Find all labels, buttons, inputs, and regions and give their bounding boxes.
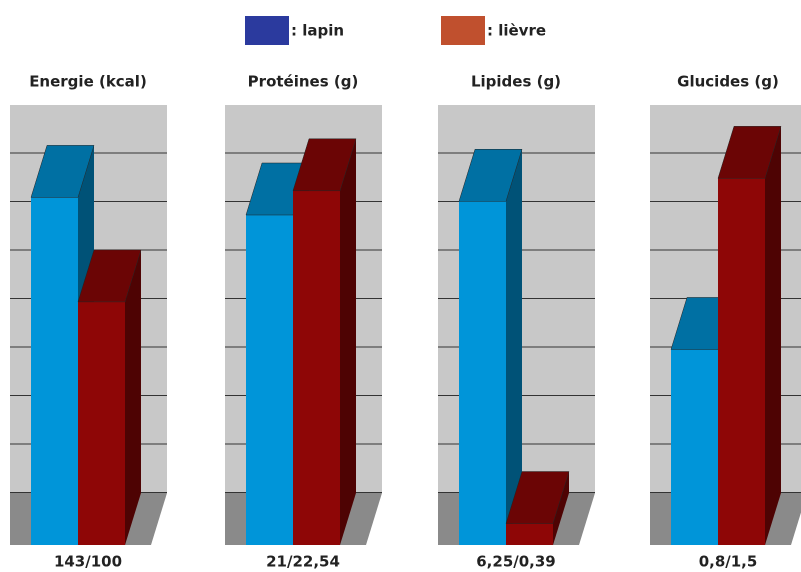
bar-side bbox=[765, 126, 781, 545]
caption: 0,8/1,5 bbox=[699, 553, 758, 571]
caption: 21/22,54 bbox=[266, 553, 340, 571]
bar-top bbox=[717, 126, 782, 179]
bar bbox=[671, 349, 718, 545]
legend-swatch bbox=[245, 16, 289, 45]
bar-top bbox=[505, 471, 570, 524]
bar-side bbox=[553, 471, 569, 545]
bar-top bbox=[77, 249, 142, 303]
bar bbox=[246, 215, 293, 545]
chart-title: Protéines (g) bbox=[248, 73, 359, 91]
bar-top bbox=[30, 145, 95, 198]
caption: 143/100 bbox=[54, 553, 122, 571]
bar bbox=[718, 178, 765, 546]
bar bbox=[293, 190, 340, 546]
bar-side bbox=[125, 249, 141, 546]
bar-top bbox=[458, 149, 523, 202]
chart-title: Lipides (g) bbox=[471, 73, 561, 91]
legend-label: : lapin bbox=[291, 22, 344, 40]
bar-side bbox=[340, 138, 356, 546]
legend-label: : lièvre bbox=[487, 22, 546, 40]
bar bbox=[506, 523, 553, 545]
chart-title: Energie (kcal) bbox=[29, 73, 147, 91]
bar-top bbox=[292, 138, 357, 192]
bar bbox=[31, 197, 78, 546]
bar bbox=[459, 201, 506, 545]
legend-swatch bbox=[441, 16, 485, 45]
bar bbox=[78, 301, 125, 545]
bar-side bbox=[506, 149, 522, 545]
caption: 6,25/0,39 bbox=[476, 553, 556, 571]
chart-title: Glucides (g) bbox=[677, 73, 779, 91]
